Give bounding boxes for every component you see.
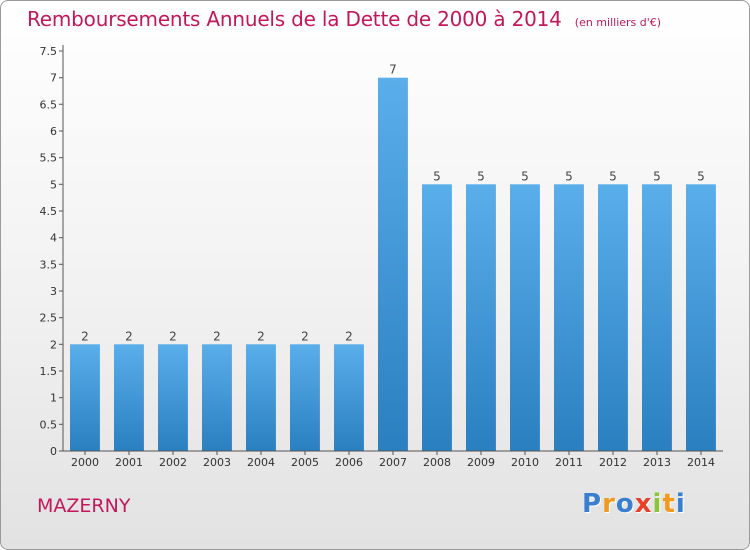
logo-letter: x — [634, 489, 653, 519]
data-label-2010: 5 — [521, 169, 529, 183]
x-tick-label-2009: 2009 — [467, 456, 495, 469]
bar-2005 — [290, 344, 320, 451]
x-tick-label-2001: 2001 — [115, 456, 143, 469]
y-tick-label-5: 5 — [50, 178, 57, 191]
y-tick-label-4: 4 — [50, 232, 57, 245]
y-tick-label-4.5: 4.5 — [40, 205, 58, 218]
y-tick-label-0: 0 — [50, 445, 57, 458]
y-tick-label-7.5: 7.5 — [40, 45, 58, 58]
y-tick-label-2: 2 — [50, 338, 57, 351]
axes-layer — [59, 45, 723, 455]
x-tick-label-2005: 2005 — [291, 456, 319, 469]
bar-2008 — [422, 184, 452, 452]
y-tick-label-0.5: 0.5 — [40, 418, 58, 431]
bar-2013 — [642, 184, 672, 452]
y-tick-label-6.5: 6.5 — [40, 98, 58, 111]
x-tick-label-2000: 2000 — [71, 456, 99, 469]
bar-2011 — [554, 184, 584, 452]
x-tick-label-2008: 2008 — [423, 456, 451, 469]
y-tick-label-3: 3 — [50, 285, 57, 298]
bar-2001 — [114, 344, 144, 451]
bar-2000 — [70, 344, 100, 451]
x-tick-label-2007: 2007 — [379, 456, 407, 469]
bars-layer — [70, 77, 716, 452]
bar-2003 — [202, 344, 232, 451]
x-tick-label-2004: 2004 — [247, 456, 275, 469]
x-tick-label-2013: 2013 — [643, 456, 671, 469]
data-label-2007: 7 — [389, 63, 397, 77]
y-tick-label-7: 7 — [50, 72, 57, 85]
data-label-2000: 2 — [81, 329, 89, 343]
y-tick-label-3.5: 3.5 — [40, 258, 58, 271]
x-tick-label-2006: 2006 — [335, 456, 363, 469]
logo-letter: i — [675, 489, 686, 519]
x-tick-label-2010: 2010 — [511, 456, 539, 469]
data-label-2002: 2 — [169, 329, 177, 343]
x-tick-label-2002: 2002 — [159, 456, 187, 469]
data-label-2012: 5 — [609, 169, 617, 183]
bar-2007 — [378, 77, 408, 451]
y-tick-label-6: 6 — [50, 125, 57, 138]
y-tick-label-5.5: 5.5 — [40, 152, 58, 165]
logo-letter: i — [652, 489, 663, 519]
data-label-2004: 2 — [257, 329, 265, 343]
bar-2004 — [246, 344, 276, 451]
proxiti-logo: Proxiti — [582, 489, 686, 519]
y-tick-label-1.5: 1.5 — [40, 365, 58, 378]
logo-letter: P — [582, 489, 603, 519]
bar-2010 — [510, 184, 540, 452]
data-label-2013: 5 — [653, 169, 661, 183]
y-tick-label-2.5: 2.5 — [40, 312, 58, 325]
data-label-2005: 2 — [301, 329, 309, 343]
y-tick-label-1: 1 — [50, 392, 57, 405]
data-label-2011: 5 — [565, 169, 573, 183]
logo-letter: r — [602, 489, 616, 519]
x-tick-label-2011: 2011 — [555, 456, 583, 469]
data-label-2009: 5 — [477, 169, 485, 183]
bar-2012 — [598, 184, 628, 452]
logo-letter: t — [662, 489, 676, 519]
data-label-2003: 2 — [213, 329, 221, 343]
bar-2009 — [466, 184, 496, 452]
bar-2014 — [686, 184, 716, 452]
x-tick-label-2003: 2003 — [203, 456, 231, 469]
data-label-2014: 5 — [697, 169, 705, 183]
data-label-2008: 5 — [433, 169, 441, 183]
labels-layer: 2 2000 2 2001 2 2002 2 2003 2 2004 2 2005 2 2006 7 2007… — [40, 45, 716, 469]
commune-name: MAZERNY — [37, 495, 131, 517]
data-label-2001: 2 — [125, 329, 133, 343]
chart-title-row: Remboursements Annuels de la Dette de 20… — [27, 7, 661, 31]
bar-2006 — [334, 344, 364, 451]
chart-unit: (en milliers d'€) — [574, 16, 662, 29]
bar-2002 — [158, 344, 188, 451]
x-tick-label-2014: 2014 — [687, 456, 715, 469]
chart-title: Remboursements Annuels de la Dette de 20… — [27, 7, 562, 31]
x-tick-label-2012: 2012 — [599, 456, 627, 469]
logo-letter: o — [615, 489, 635, 519]
data-label-2006: 2 — [345, 329, 353, 343]
